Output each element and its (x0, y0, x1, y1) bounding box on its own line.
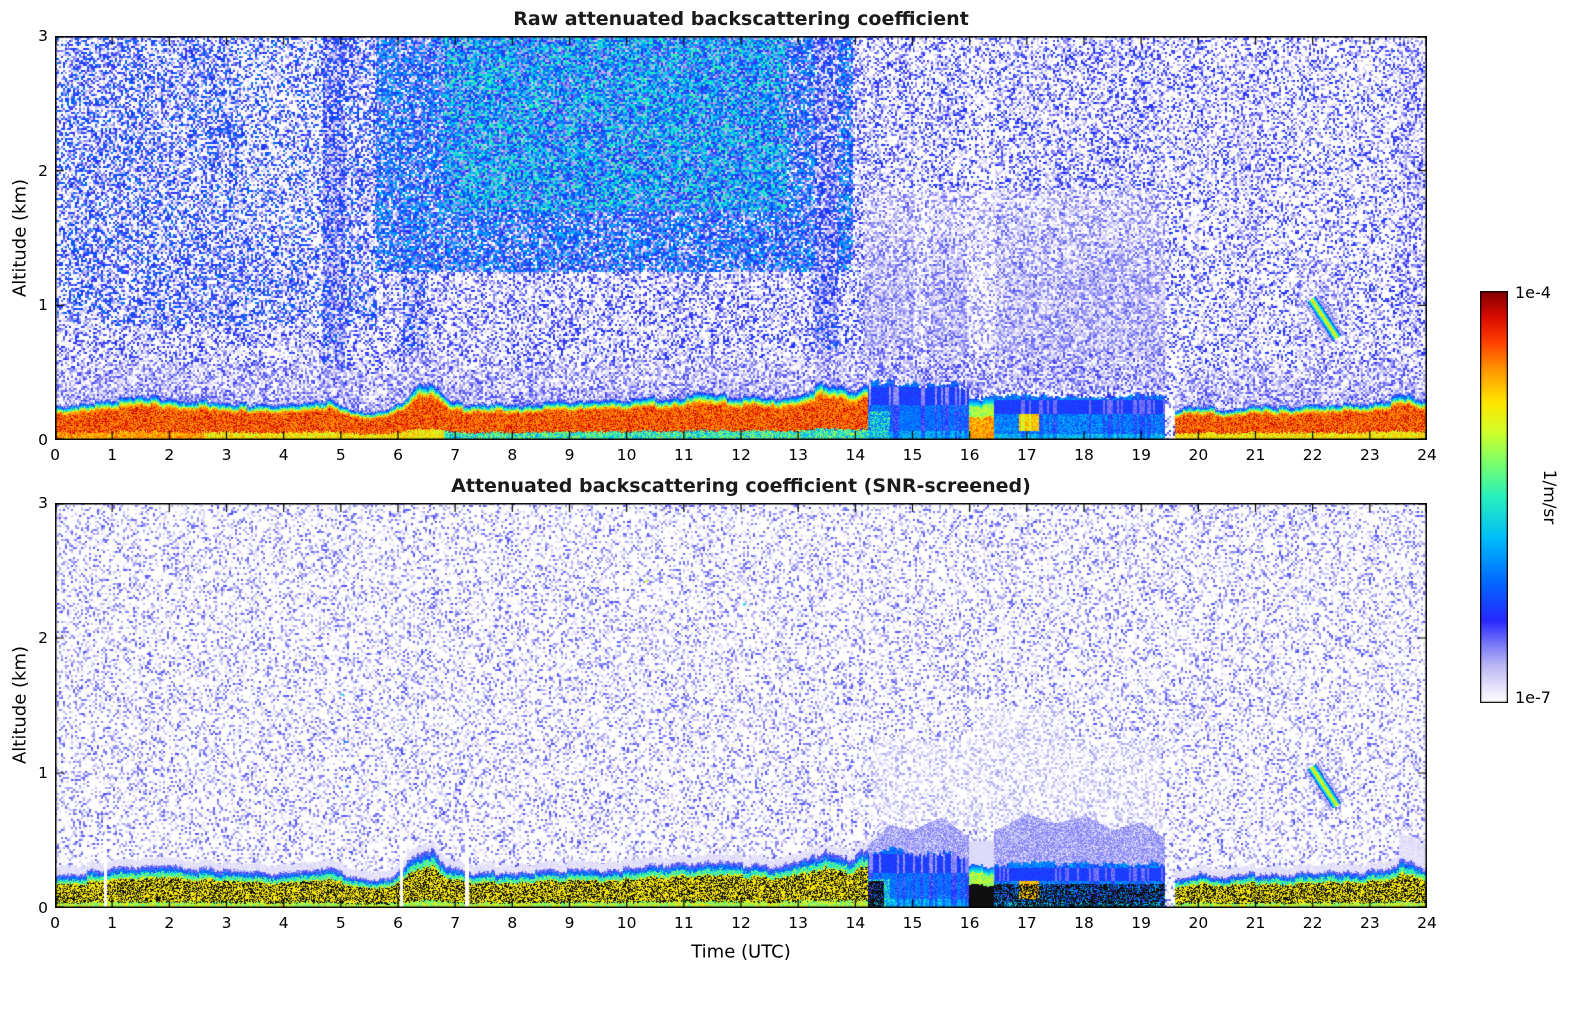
panel2-x-tick-label: 2 (164, 914, 175, 932)
panel2-y-tick-label: 0 (38, 899, 48, 917)
panel2-x-tick-label: 11 (673, 914, 694, 932)
panel1-x-tick-label: 1 (107, 446, 118, 464)
panel2-x-tick-label: 17 (1016, 914, 1037, 932)
panel2-x-tick-label: 24 (1417, 914, 1437, 932)
panel2-x-tick-label: 3 (221, 914, 232, 932)
panel2-y-tick-label: 2 (38, 629, 48, 647)
panel2-x-tick-label: 0 (50, 914, 60, 932)
panel1-x-tick-label: 17 (1016, 446, 1037, 464)
panel2-x-tick-label: 23 (1359, 914, 1380, 932)
panel2-x-tick-label: 7 (450, 914, 461, 932)
raw-backscatter-heatmap (55, 36, 1427, 440)
panel2-x-tick-label: 5 (335, 914, 346, 932)
panel1-x-tick-label: 11 (673, 446, 694, 464)
panel1-x-tick-label: 24 (1417, 446, 1437, 464)
panel1-x-tick-label: 3 (221, 446, 232, 464)
panel2-x-tick-label: 8 (507, 914, 518, 932)
screened-backscatter-heatmap (55, 503, 1427, 908)
colorbar-min-label: 1e-7 (1515, 688, 1551, 707)
colorbar (1480, 291, 1508, 703)
panel2-x-tick-label: 12 (731, 914, 751, 932)
panel2-y-axis-label: Altitude (km) (9, 645, 31, 765)
panel2-x-tick-label: 14 (845, 914, 866, 932)
panel2-x-tick-label: 22 (1302, 914, 1323, 932)
panel1-x-tick-label: 6 (393, 446, 403, 464)
panel1-x-tick-label: 9 (564, 446, 575, 464)
panel1-x-tick-label: 12 (731, 446, 751, 464)
panel2-x-tick-label: 16 (959, 914, 980, 932)
panel2-y-tick-label: 1 (38, 764, 48, 782)
panel1-y-tick-label: 1 (38, 296, 48, 315)
panel1-x-tick-label: 2 (164, 446, 175, 464)
panel2-x-tick-label: 20 (1188, 914, 1209, 932)
panel1-title: Raw attenuated backscattering coefficien… (513, 8, 969, 30)
colorbar-unit-label: 1/m/sr (1539, 469, 1559, 525)
panel2-y-tick-label: 3 (38, 494, 48, 512)
panel1-y-axis-label: Altitude (km) (9, 178, 31, 298)
panel1-x-tick-label: 7 (450, 446, 461, 464)
panel1-x-tick-label: 13 (788, 446, 809, 464)
panel1-x-tick-label: 20 (1188, 446, 1209, 464)
panel1-x-tick-label: 21 (1245, 446, 1266, 464)
panel2-x-tick-label: 18 (1074, 914, 1094, 932)
panel1-x-tick-label: 8 (507, 446, 518, 464)
panel1-x-tick-label: 5 (335, 446, 346, 464)
panel1-y-tick-label: 2 (38, 161, 48, 180)
panel1-x-tick-label: 18 (1074, 446, 1094, 464)
panel1-x-tick-label: 23 (1359, 446, 1380, 464)
panel2-x-tick-label: 21 (1245, 914, 1266, 932)
panel1-x-tick-label: 16 (959, 446, 980, 464)
panel2-x-tick-label: 15 (902, 914, 923, 932)
panel1-x-tick-label: 0 (50, 446, 60, 464)
panel1-y-tick-label: 3 (38, 27, 48, 45)
panel1-y-tick-label: 0 (38, 431, 48, 449)
panel1-x-tick-label: 22 (1302, 446, 1323, 464)
panel1-x-tick-label: 14 (845, 446, 866, 464)
panel2-x-tick-label: 1 (107, 914, 118, 932)
colorbar-max-label: 1e-4 (1515, 283, 1551, 302)
panel1-x-tick-label: 10 (616, 446, 637, 464)
x-axis-label: Time (UTC) (691, 941, 791, 963)
panel2-x-tick-label: 19 (1131, 914, 1152, 932)
panel2-x-tick-label: 10 (616, 914, 637, 932)
panel2-x-tick-label: 4 (278, 914, 289, 932)
panel2-x-tick-label: 9 (564, 914, 575, 932)
panel1-x-tick-label: 15 (902, 446, 923, 464)
panel2-x-tick-label: 6 (393, 914, 403, 932)
panel2-x-tick-label: 13 (788, 914, 809, 932)
panel1-x-tick-label: 4 (278, 446, 289, 464)
panel2-title: Attenuated backscattering coefficient (S… (451, 475, 1031, 497)
panel1-x-tick-label: 19 (1131, 446, 1152, 464)
